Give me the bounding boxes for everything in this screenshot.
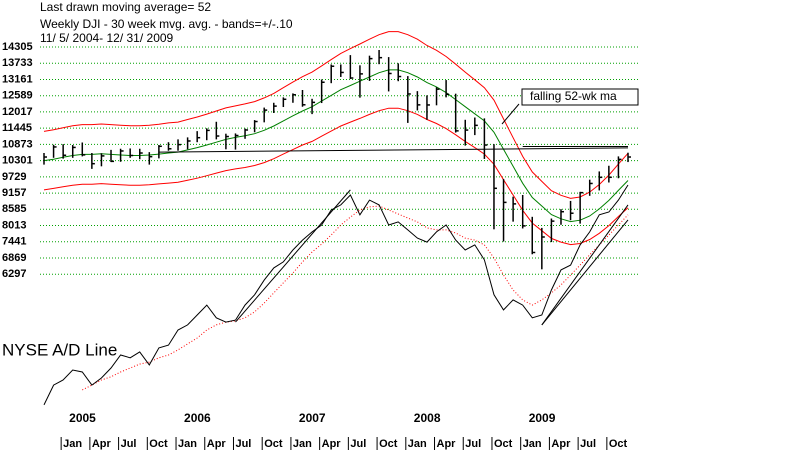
moving-average bbox=[43, 69, 629, 223]
x-tick-label: Jan bbox=[63, 438, 82, 450]
year-label: 2008 bbox=[414, 411, 441, 425]
lower-band bbox=[43, 107, 629, 246]
y-tick-label: 9729 bbox=[2, 171, 26, 183]
x-tick-label: Jul bbox=[580, 438, 596, 450]
x-tick-label: Apr bbox=[437, 438, 457, 450]
y-tick-label: 9157 bbox=[2, 187, 26, 199]
y-tick-label: 10873 bbox=[2, 138, 33, 150]
y-tick-label: 13733 bbox=[2, 57, 33, 69]
date-range: 11/ 5/ 2004- 12/ 31/ 2009 bbox=[40, 31, 174, 45]
year-label: 2006 bbox=[184, 411, 211, 425]
y-tick-label: 8013 bbox=[2, 219, 26, 231]
ad-line bbox=[43, 184, 629, 406]
chart-subtitle: Weekly DJI - 30 week mvg. avg. - bands=+… bbox=[40, 17, 293, 31]
x-tick-label: Apr bbox=[322, 438, 342, 450]
x-tick-label: Jul bbox=[121, 438, 137, 450]
x-tick-label: Apr bbox=[92, 438, 112, 450]
ad-line-label: NYSE A/D Line bbox=[2, 340, 117, 359]
x-tick-label: Jul bbox=[235, 438, 251, 450]
reference-line bbox=[235, 189, 351, 323]
x-tick-label: Jan bbox=[293, 438, 312, 450]
annotation: falling 52-wk ma bbox=[530, 89, 617, 103]
x-tick-label: Jul bbox=[465, 438, 481, 450]
annotation-box bbox=[521, 88, 639, 106]
y-tick-label: 6869 bbox=[2, 252, 26, 264]
x-tick-label: Oct bbox=[379, 438, 398, 450]
x-tick-label: Oct bbox=[149, 438, 168, 450]
upper-band bbox=[43, 31, 629, 199]
y-tick-label: 13161 bbox=[2, 73, 33, 85]
x-tick-label: Jan bbox=[408, 438, 427, 450]
x-tick-label: Apr bbox=[551, 438, 571, 450]
annotation-pointer bbox=[501, 103, 520, 125]
x-tick-label: Oct bbox=[264, 438, 283, 450]
y-tick-label: 12589 bbox=[2, 90, 33, 102]
reference-line bbox=[158, 147, 629, 153]
x-tick-label: Jan bbox=[178, 438, 197, 450]
plot bbox=[40, 31, 640, 406]
reference-line bbox=[541, 219, 629, 326]
chart-title: Last drawn moving average= 52 bbox=[40, 0, 211, 14]
y-tick-label: 10301 bbox=[2, 155, 33, 167]
y-tick-label: 8585 bbox=[2, 203, 26, 215]
y-tick-label: 11445 bbox=[2, 122, 32, 134]
x-tick-label: Jul bbox=[350, 438, 366, 450]
year-label: 2005 bbox=[69, 411, 96, 425]
y-tick-label: 12017 bbox=[2, 106, 33, 118]
reference-line bbox=[541, 204, 629, 326]
x-tick-label: Oct bbox=[609, 438, 628, 450]
x-tick-label: Apr bbox=[207, 438, 227, 450]
y-tick-label: 14305 bbox=[2, 41, 33, 53]
y-tick-label: 7441 bbox=[2, 236, 26, 248]
x-tick-label: Jan bbox=[523, 438, 542, 450]
year-label: 2007 bbox=[299, 411, 326, 425]
x-tick-label: Oct bbox=[494, 438, 513, 450]
year-label: 2009 bbox=[529, 411, 556, 425]
y-tick-label: 6297 bbox=[2, 268, 26, 280]
